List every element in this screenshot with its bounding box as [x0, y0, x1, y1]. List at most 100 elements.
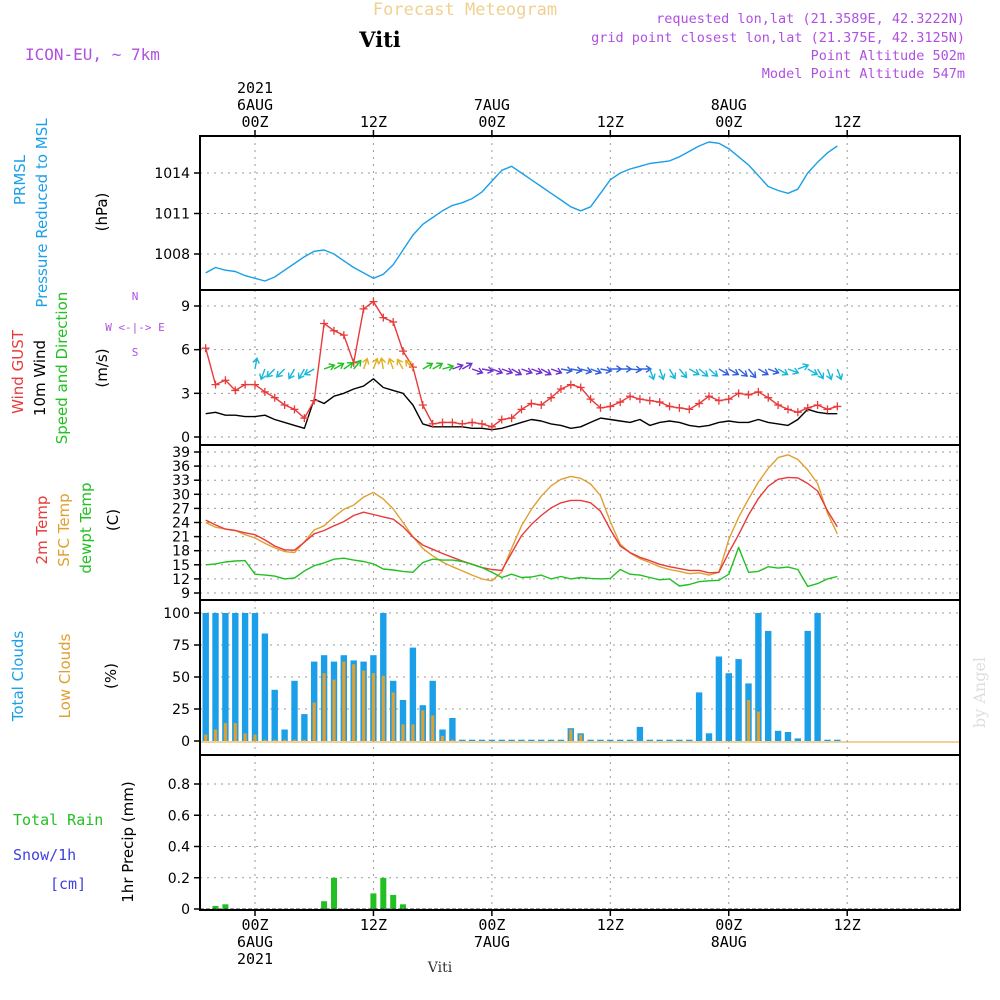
total-cloud-bar — [627, 740, 633, 741]
compass-north: N — [132, 290, 139, 303]
prmsl-line — [206, 142, 838, 281]
total-cloud-bar — [587, 740, 593, 741]
low-cloud-bar — [342, 662, 345, 741]
total-rain-label: Total Rain — [13, 811, 103, 829]
low-cloud-bar — [747, 700, 750, 741]
low-clouds-label: Low Clouds — [56, 633, 74, 718]
compass-south: S — [132, 346, 139, 359]
total-cloud-bar — [647, 740, 653, 741]
wind-direction-arrow — [670, 369, 676, 379]
gust-point — [310, 397, 318, 405]
bottom-time-label: 00Z — [241, 916, 268, 934]
rain-bar — [222, 904, 228, 909]
total-cloud-bar — [706, 733, 712, 741]
total-cloud-bar — [281, 730, 287, 742]
total-clouds-label: Total Clouds — [9, 631, 27, 723]
total-cloud-bar — [528, 740, 534, 741]
wind-direction-arrow — [778, 369, 788, 375]
wind-direction-arrow — [749, 369, 756, 377]
y-tick-label: 9 — [181, 586, 190, 602]
wind-direction-arrow — [462, 363, 472, 369]
wind-direction-arrow — [305, 369, 315, 375]
wind-direction-arrow — [397, 360, 403, 370]
footer-name: Viti — [427, 960, 453, 976]
wind-direction-arrow — [620, 366, 631, 373]
top-time-label: 12Z — [360, 113, 387, 131]
total-cloud-bar — [824, 740, 830, 741]
snow-unit-label: [cm] — [50, 875, 86, 893]
pressure-unit-label: (hPa) — [93, 193, 111, 232]
gust-point — [419, 401, 427, 409]
gust-point — [715, 397, 723, 405]
gust-point — [666, 402, 674, 410]
total-cloud-bar — [212, 613, 218, 741]
wind-direction-arrow — [334, 363, 344, 369]
wind-direction-arrow — [551, 368, 561, 374]
bottom-time-label: 00Z — [478, 916, 505, 934]
wind-direction-arrow — [354, 361, 361, 369]
wind-direction-arrow — [512, 369, 521, 375]
y-tick-label: 24 — [172, 516, 190, 532]
gust-point — [735, 389, 743, 397]
low-cloud-bar — [313, 703, 316, 741]
wind-direction-arrow — [260, 369, 266, 379]
top-time-label: 6AUG — [237, 96, 273, 114]
y-tick-label: 0 — [181, 430, 190, 446]
y-tick-label: 75 — [172, 638, 190, 654]
dewpt-temp-line — [206, 547, 838, 586]
temp-unit-label: (C) — [104, 509, 122, 531]
wind-direction-arrow — [324, 364, 334, 370]
wind-direction-arrow — [788, 368, 798, 374]
meteogram: Forecast Meteogram Viti ICON-EU, ~ 7km r… — [0, 0, 1000, 1000]
gust-point — [636, 395, 644, 403]
low-cloud-bar — [579, 735, 582, 741]
total-cloud-bar — [262, 634, 268, 742]
wind-direction-arrow — [433, 363, 443, 369]
y-tick-label: 0.4 — [168, 840, 190, 856]
total-cloud-bar — [232, 613, 238, 741]
low-cloud-bar — [224, 723, 227, 741]
clouds-unit-label: (%) — [102, 663, 120, 689]
low-cloud-bar — [569, 730, 572, 742]
wind-direction-arrow — [571, 367, 582, 374]
total-cloud-bar — [242, 613, 248, 741]
total-cloud-bar — [666, 740, 672, 741]
gust-point — [656, 398, 664, 406]
total-cloud-bar — [538, 740, 544, 741]
bottom-time-label: 12Z — [834, 916, 861, 934]
gust-point — [814, 401, 822, 409]
wind-direction-arrow — [826, 369, 832, 379]
low-cloud-bar — [382, 676, 385, 741]
rain-bar — [321, 901, 327, 909]
wind-direction-arrow — [277, 369, 285, 377]
low-cloud-bar — [431, 715, 434, 741]
total-cloud-bar — [272, 690, 278, 741]
gust-point — [379, 314, 387, 322]
y-tick-label: 15 — [172, 558, 190, 574]
wind-direction-arrow — [699, 369, 708, 376]
total-cloud-bar — [716, 657, 722, 742]
total-cloud-bar — [291, 681, 297, 741]
prmsl-label: PRMSL — [11, 154, 29, 205]
location-name: Viti — [358, 27, 401, 52]
wind-direction-arrow — [363, 359, 369, 369]
header: Forecast Meteogram Viti ICON-EU, ~ 7km r… — [25, 0, 989, 976]
wind-direction-arrow — [630, 366, 641, 373]
low-cloud-bar — [214, 730, 217, 742]
precip-unit-label: 1hr Precip (mm) — [119, 781, 137, 902]
gust-point — [399, 347, 407, 355]
wind10m-line — [206, 379, 838, 430]
gust-point — [478, 420, 486, 428]
wind-direction-arrow — [289, 369, 295, 379]
sfc-temp-label: SFC Temp — [55, 493, 73, 566]
gust-point — [439, 418, 447, 426]
y-tick-label: 6 — [181, 343, 190, 359]
wind-direction-arrow — [649, 369, 655, 379]
gust-point — [616, 398, 624, 406]
gust-point — [685, 405, 693, 413]
gust-point — [675, 404, 683, 412]
wind-direction-arrow — [344, 363, 353, 369]
total-cloud-bar — [834, 740, 840, 741]
rain-bar — [380, 878, 386, 909]
wind-direction-arrow — [768, 368, 778, 374]
